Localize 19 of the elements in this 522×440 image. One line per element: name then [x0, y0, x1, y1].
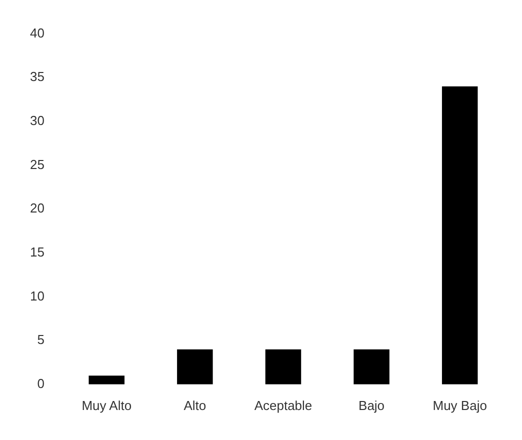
bar [442, 86, 478, 384]
y-tick-label: 40 [30, 25, 44, 40]
x-tick-label: Aceptable [254, 398, 312, 413]
y-tick-label: 10 [30, 288, 44, 304]
y-tick-label: 15 [30, 244, 44, 260]
y-tick-label: 35 [30, 69, 44, 84]
y-tick-label: 30 [30, 113, 44, 128]
y-tick-label: 0 [37, 376, 44, 391]
x-tick-label: Bajo [358, 398, 385, 413]
x-tick-label: Muy Bajo [432, 398, 487, 413]
x-tick-label: Muy Alto [82, 398, 132, 413]
bar [265, 349, 302, 384]
bar [88, 376, 124, 384]
y-tick-label: 20 [30, 200, 44, 216]
y-tick-label: 25 [30, 156, 44, 172]
x-tick-label: Alto [184, 398, 206, 413]
bar [354, 349, 390, 384]
y-tick-label: 5 [37, 332, 44, 348]
bar [177, 349, 213, 384]
